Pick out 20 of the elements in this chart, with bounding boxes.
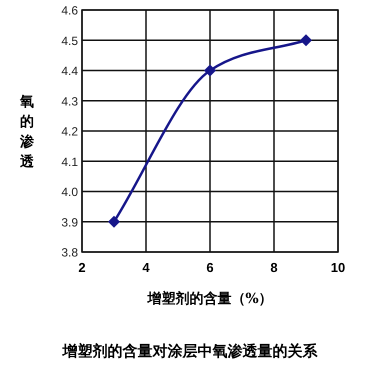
point	[300, 34, 312, 46]
text: 增塑剂的含量对涂层中氧渗透量的关系	[62, 342, 318, 360]
y-tick-label: 4.2	[61, 124, 78, 138]
point	[108, 216, 120, 228]
x-axis-title: 增塑剂的含量（%）	[146, 290, 273, 307]
x-tick-label: 2	[78, 260, 86, 275]
y-tick-label: 4.5	[61, 34, 78, 48]
x-tick-label: 4	[142, 260, 150, 275]
y-tick-label: 4.3	[61, 94, 78, 108]
x-tick-label: 10	[330, 260, 346, 275]
y-tick-label: 3.8	[61, 246, 78, 260]
y-tick-label: 4.0	[61, 185, 78, 199]
y-tick-label: 3.9	[61, 215, 78, 230]
y-tick-label: 4.4	[61, 64, 78, 78]
y-axis-title: 氧的渗透	[19, 94, 35, 170]
y-tick-label: 4.6	[61, 4, 78, 18]
y-tick-label: 4.1	[61, 154, 78, 169]
x-tick-label: 8	[270, 260, 278, 275]
point	[204, 64, 216, 76]
x-tick-label: 6	[206, 260, 214, 275]
